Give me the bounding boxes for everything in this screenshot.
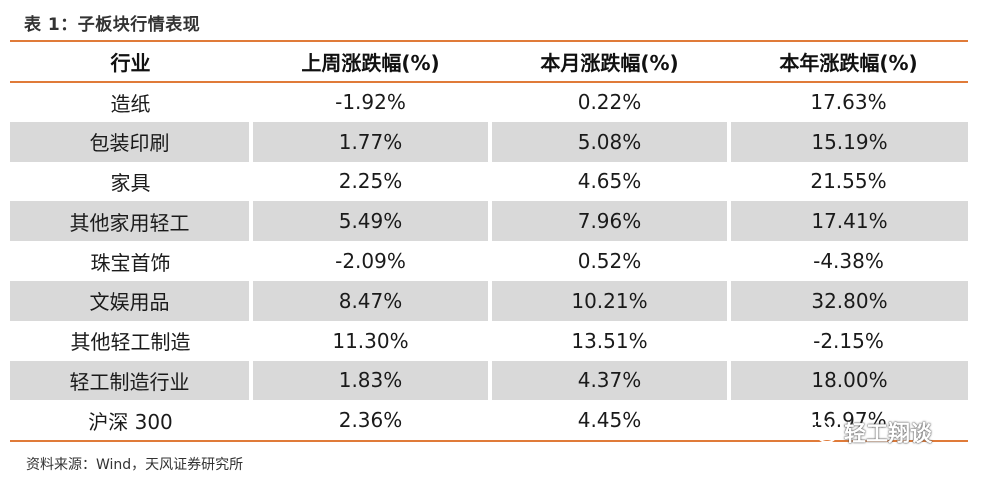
cell-ytd: 21.55% xyxy=(810,169,887,194)
header-sector: 行业 xyxy=(10,42,251,83)
table-row: 其他轻工制造 11.30% 13.51% -2.15% xyxy=(10,321,968,361)
cell-sector: 文娱用品 xyxy=(10,280,251,321)
watermark-text: 轻工翔谈 xyxy=(844,422,933,447)
watermark: 轻工翔谈 xyxy=(808,415,932,449)
cell-monthly: 0.22% xyxy=(577,90,642,115)
bottom-rule xyxy=(10,440,968,442)
cell-monthly: 10.21% xyxy=(488,280,729,321)
cell-sector: 造纸 xyxy=(110,91,151,116)
cell-monthly: 4.45% xyxy=(577,408,642,433)
cell-weekly: 8.47% xyxy=(249,280,490,321)
table-row: 文娱用品 8.47% 10.21% 32.80% xyxy=(10,280,968,321)
cell-monthly: 5.08% xyxy=(488,121,729,162)
cell-sector: 轻工制造行业 xyxy=(10,360,251,401)
table-row: 轻工制造行业 1.83% 4.37% 18.00% xyxy=(10,360,968,401)
cell-ytd: 17.63% xyxy=(810,90,887,115)
cell-monthly: 13.51% xyxy=(571,328,648,353)
header-monthly-change: 本月涨跌幅(%) xyxy=(490,42,729,83)
cell-sector: 家具 xyxy=(110,170,151,195)
cell-ytd: -2.15% xyxy=(813,328,884,353)
top-rule xyxy=(10,40,968,42)
cell-weekly: 5.49% xyxy=(249,201,490,242)
cell-sector: 包装印刷 xyxy=(10,121,251,162)
cell-sector: 沪深 300 xyxy=(88,409,173,434)
wechat-icon xyxy=(808,419,837,443)
cell-weekly: 2.36% xyxy=(338,408,403,433)
cell-monthly: 0.52% xyxy=(577,249,642,274)
cell-monthly: 7.96% xyxy=(488,201,729,242)
cell-weekly: 1.77% xyxy=(249,121,490,162)
table-caption: 表 1：子板块行情表现 xyxy=(24,15,201,35)
header-weekly-change: 上周涨跌幅(%) xyxy=(251,42,490,83)
cell-sector: 其他家用轻工 xyxy=(10,201,251,242)
cell-ytd: 15.19% xyxy=(727,121,968,162)
cell-monthly: 4.37% xyxy=(488,360,729,401)
cell-ytd: 17.41% xyxy=(727,201,968,242)
table-row: 包装印刷 1.77% 5.08% 15.19% xyxy=(10,121,968,162)
sector-performance-table: 行业 上周涨跌幅(%) 本月涨跌幅(%) 本年涨跌幅(%) 造纸 -1.92% … xyxy=(10,42,968,440)
cell-weekly: 1.83% xyxy=(249,360,490,401)
cell-ytd: 18.00% xyxy=(727,360,968,401)
cell-ytd: -4.38% xyxy=(813,249,884,274)
table-row: 其他家用轻工 5.49% 7.96% 17.41% xyxy=(10,201,968,242)
table-header-row: 行业 上周涨跌幅(%) 本月涨跌幅(%) 本年涨跌幅(%) xyxy=(10,42,968,83)
cell-ytd: 32.80% xyxy=(727,280,968,321)
header-ytd-change: 本年涨跌幅(%) xyxy=(729,42,968,83)
table-row: 珠宝首饰 -2.09% 0.52% -4.38% xyxy=(10,241,968,281)
cell-monthly: 4.65% xyxy=(577,169,642,194)
cell-weekly: 11.30% xyxy=(332,328,409,353)
cell-weekly: -2.09% xyxy=(335,249,406,274)
cell-sector: 珠宝首饰 xyxy=(90,250,171,275)
cell-weekly: -1.92% xyxy=(335,90,406,115)
cell-weekly: 2.25% xyxy=(338,169,403,194)
cell-sector: 其他轻工制造 xyxy=(70,330,191,355)
table-row: 造纸 -1.92% 0.22% 17.63% xyxy=(10,82,968,122)
source-note: 资料来源：Wind，天风证券研究所 xyxy=(26,457,244,473)
table-row: 家具 2.25% 4.65% 21.55% xyxy=(10,162,968,202)
